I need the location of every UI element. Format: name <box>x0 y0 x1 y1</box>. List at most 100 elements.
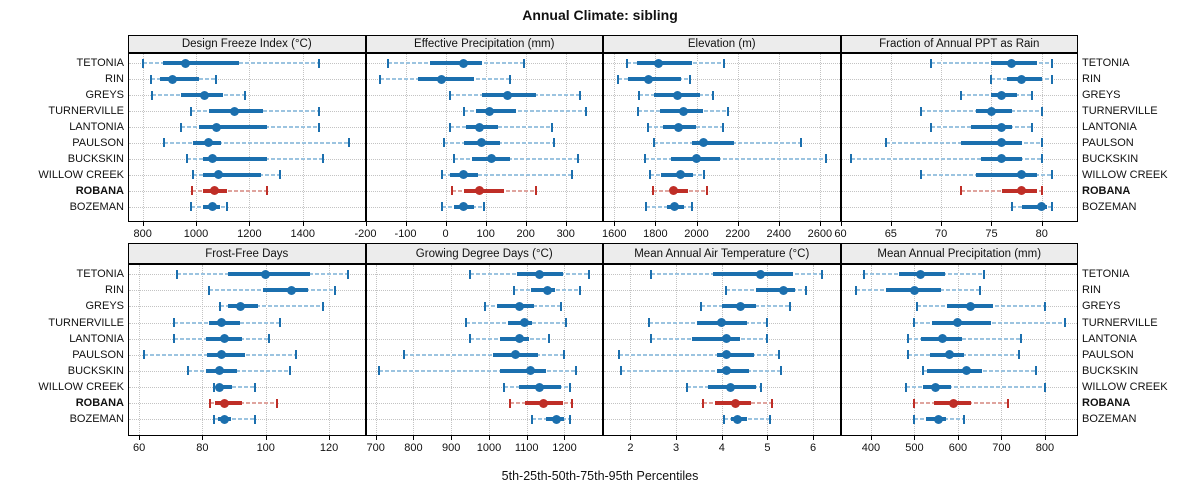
whisker-cap-high <box>800 138 803 148</box>
median-dot-turnerville <box>230 106 240 116</box>
panel-title: Elevation (m) <box>687 38 756 50</box>
whisker-cap-high <box>321 301 324 311</box>
row-gridline <box>366 403 602 405</box>
whisker-cap-low <box>378 366 381 376</box>
iqr-bar-25-75-lantonia <box>971 125 1012 130</box>
whisker-cap-low <box>149 74 152 84</box>
site-label-left-greys: GREYS <box>85 89 124 102</box>
x-tick-label: 6 <box>810 442 817 454</box>
whisker-cap-high <box>294 350 297 360</box>
x-gridline <box>526 265 528 435</box>
median-dot-lantonia <box>211 122 221 132</box>
median-dot-paulson <box>699 138 709 148</box>
median-dot-buckskin <box>487 154 497 164</box>
x-tick-mark <box>202 436 204 440</box>
row-gridline <box>366 387 602 389</box>
median-dot-greys <box>235 301 245 311</box>
site-label-left-robana: ROBANA <box>75 397 124 410</box>
whisker-5-95-willow-creek <box>441 173 572 176</box>
row-gridline <box>604 290 840 292</box>
site-label-right-bozeman: BOZEMAN <box>1082 413 1137 426</box>
iqr-bar-25-75-paulson <box>692 140 734 145</box>
whisker-cap-high <box>1006 398 1009 408</box>
x-gridline <box>813 265 815 435</box>
whisker-5-95-lantonia <box>907 337 1022 340</box>
site-label-left-rin: RIN <box>105 284 124 297</box>
x-tick-mark <box>957 436 959 440</box>
site-label-right-tetonia: TETONIA <box>1082 57 1130 70</box>
median-dot-turnerville <box>216 318 226 328</box>
row-gridline <box>841 79 1077 81</box>
x-tick-label: 300 <box>556 228 575 240</box>
whisker-cap-low <box>440 170 443 180</box>
whisker-cap-high <box>1050 58 1053 68</box>
whisker-cap-low <box>645 202 648 212</box>
x-tick-label: 1200 <box>237 228 262 240</box>
whisker-cap-low <box>906 350 909 360</box>
whisker-cap-high <box>1017 350 1020 360</box>
site-label-right-rin: RIN <box>1082 284 1101 297</box>
whisker-cap-high <box>770 398 773 408</box>
x-tick-mark <box>196 222 198 226</box>
site-label-right-bozeman: BOZEMAN <box>1082 200 1137 213</box>
site-label-right-rin: RIN <box>1082 73 1101 86</box>
median-dot-paulson <box>216 350 226 360</box>
iqr-bar-25-75-buckskin <box>202 156 267 161</box>
median-dot-paulson <box>510 350 520 360</box>
panel-header-fraction-of-annual-ppt-as-rain: Fraction of Annual PPT as Rain <box>840 35 1078 53</box>
x-gridline <box>485 54 487 221</box>
whisker-cap-low <box>448 122 451 132</box>
x-gridline <box>778 54 780 221</box>
x-tick-mark <box>614 222 616 226</box>
median-dot-tetonia <box>1007 58 1017 68</box>
whisker-cap-high <box>789 301 792 311</box>
median-dot-lantonia <box>938 334 948 344</box>
median-dot-robana <box>949 398 959 408</box>
x-tick-mark <box>302 222 304 226</box>
whisker-cap-low <box>617 350 620 360</box>
whisker-5-95-robana <box>961 189 1042 192</box>
iqr-bar-25-75-paulson <box>207 352 246 357</box>
x-tick-label: 80 <box>196 442 209 454</box>
iqr-bar-25-75-willow-creek <box>976 172 1037 177</box>
median-dot-willow-creek <box>215 382 225 392</box>
x-gridline <box>525 54 527 221</box>
whisker-cap-low <box>915 301 918 311</box>
row-gridline <box>604 79 840 81</box>
iqr-bar-25-75-rin <box>627 77 682 82</box>
site-label-left-tetonia: TETONIA <box>76 268 124 281</box>
x-gridline <box>676 265 678 435</box>
whisker-cap-low <box>647 122 650 132</box>
x-tick-label: 2400 <box>766 228 792 240</box>
whisker-5-95-turnerville <box>463 110 586 113</box>
site-label-left-robana: ROBANA <box>75 184 124 197</box>
whisker-cap-low <box>462 106 465 116</box>
site-label-left-willow-creek: WILLOW CREEK <box>38 168 124 181</box>
whisker-5-95-buckskin <box>621 369 782 372</box>
whisker-5-95-willow-creek <box>905 386 1045 389</box>
x-tick-mark <box>767 436 769 440</box>
median-dot-greys <box>672 90 682 100</box>
iqr-bar-25-75-willow-creek <box>216 385 233 390</box>
median-dot-rin <box>167 74 177 84</box>
median-dot-turnerville <box>678 106 688 116</box>
iqr-bar-25-75-tetonia <box>162 61 239 66</box>
whisker-cap-high <box>821 269 824 279</box>
panel-title: Frost-Free Days <box>205 247 289 260</box>
median-dot-buckskin <box>215 366 225 376</box>
whisker-cap-low <box>930 58 933 68</box>
whisker-cap-low <box>531 414 534 424</box>
whisker-cap-low <box>652 186 655 196</box>
whisker-cap-high <box>978 285 981 295</box>
x-tick-mark <box>139 436 141 440</box>
median-dot-greys <box>735 301 745 311</box>
whisker-cap-low <box>469 269 472 279</box>
whisker-cap-low <box>960 186 963 196</box>
whisker-cap-low <box>141 58 144 68</box>
whisker-cap-low <box>913 398 916 408</box>
whisker-cap-high <box>225 202 228 212</box>
whisker-cap-low <box>912 414 915 424</box>
x-gridline <box>302 54 304 221</box>
x-tick-label: 400 <box>861 442 881 454</box>
whisker-cap-high <box>1040 154 1043 164</box>
